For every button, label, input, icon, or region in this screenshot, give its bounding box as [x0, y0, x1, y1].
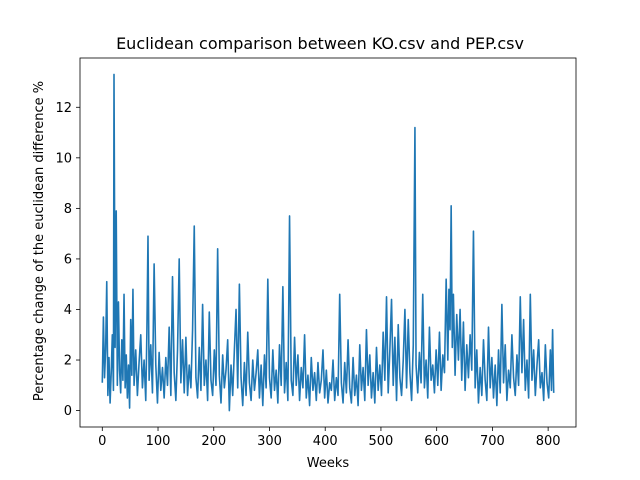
plot-frame	[79, 57, 577, 428]
series-line-1	[101, 73, 555, 412]
y-tick-label: 4	[64, 303, 72, 318]
y-tick-label: 8	[64, 202, 72, 217]
y-tick-label: 0	[64, 404, 72, 419]
chart-title: Euclidean comparison between KO.csv and …	[116, 34, 524, 53]
x-tick-label: 600	[424, 434, 449, 449]
y-tick-label: 6	[64, 252, 72, 267]
x-tick-label: 300	[257, 434, 282, 449]
y-tick-label: 12	[55, 101, 72, 116]
x-axis-label: Weeks	[307, 456, 350, 471]
x-axis: 0 100 200 300 400 500 600 700 800	[98, 427, 561, 449]
y-tick-label: 10	[55, 151, 72, 166]
x-tick-label: 200	[201, 434, 226, 449]
plot-area	[80, 58, 576, 427]
series-layer	[101, 73, 555, 412]
y-tick-label: 2	[64, 354, 72, 369]
x-tick-label: 400	[313, 434, 338, 449]
x-tick-label: 100	[146, 434, 171, 449]
x-tick-label: 800	[536, 434, 561, 449]
x-tick-label: 500	[369, 434, 394, 449]
x-tick-label: 0	[98, 434, 106, 449]
y-axis-label: Percentage change of the euclidean diffe…	[32, 81, 47, 401]
y-axis: 0 2 4 6 8 10 12	[55, 101, 80, 419]
x-tick-label: 700	[480, 434, 505, 449]
